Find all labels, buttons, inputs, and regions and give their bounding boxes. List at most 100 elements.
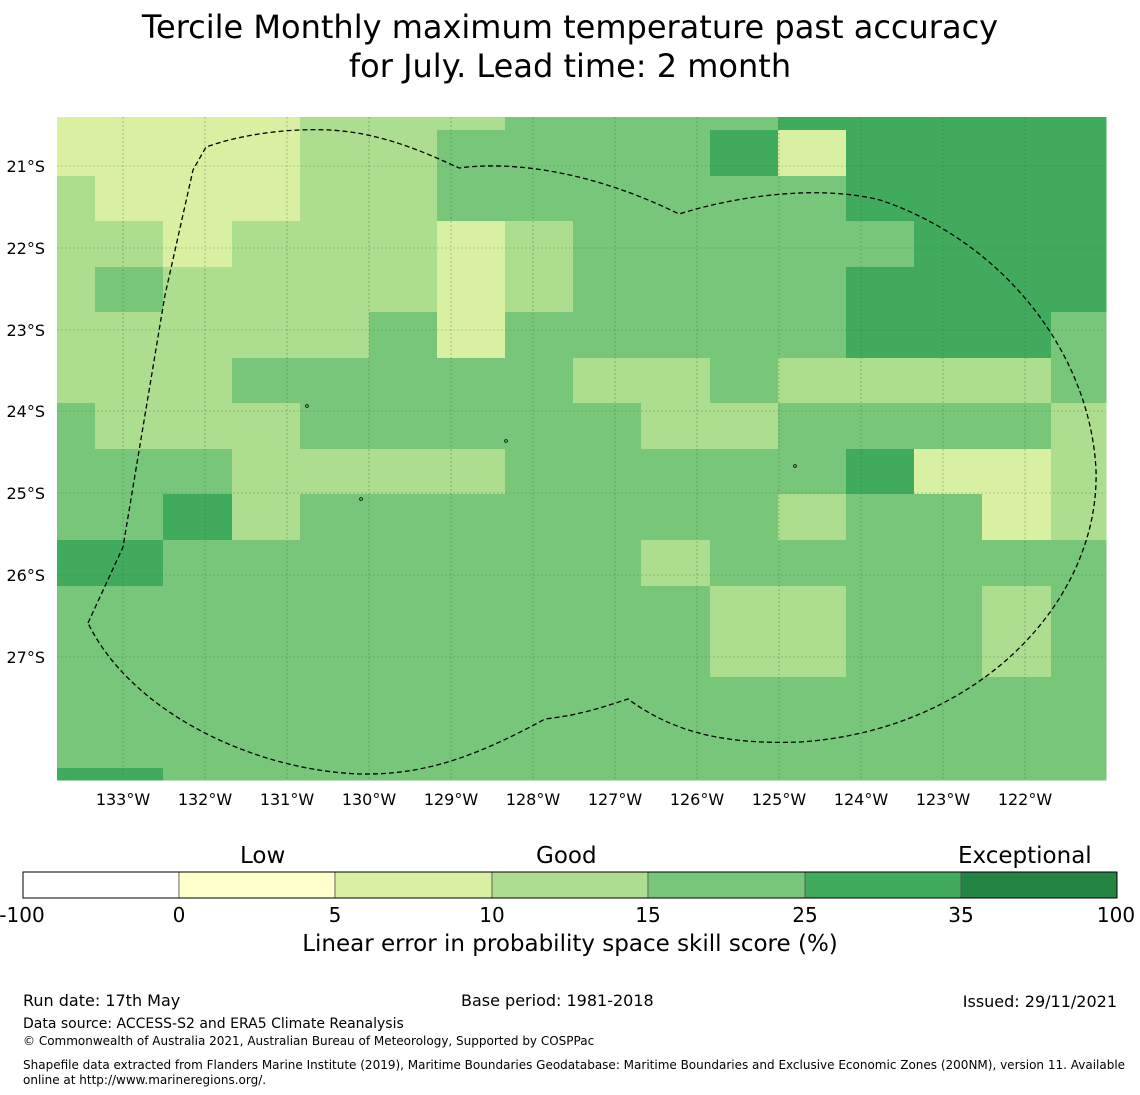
grid-cell [95, 540, 164, 587]
map-title-line-1: Tercile Monthly maximum temperature past… [141, 8, 999, 46]
grid-cell [300, 117, 370, 131]
grid-cell [778, 449, 847, 495]
grid-cell [437, 221, 506, 268]
colorbar-tick: 15 [635, 903, 661, 927]
graticule [57, 117, 1106, 780]
grid-cell [369, 586, 438, 632]
grid-cell [57, 267, 96, 313]
grid-cell [232, 221, 301, 268]
grid-cell [982, 768, 1052, 781]
grid-cell [710, 117, 779, 131]
grid-cell [1051, 631, 1107, 678]
grid-cell [369, 403, 438, 450]
longitude-label: 130°W [342, 790, 397, 809]
colorbar-segment [22, 871, 180, 899]
grid-cell [57, 403, 96, 450]
grid-cell [57, 358, 96, 404]
grid-cell [437, 117, 506, 131]
grid-cell [1051, 403, 1107, 450]
copyright-notice: © Commonwealth of Australia 2021, Austra… [23, 1034, 595, 1048]
grid-cell [232, 403, 301, 450]
grid-cell [573, 768, 642, 781]
grid-cell [300, 586, 370, 632]
grid-cell [95, 312, 164, 359]
longitude-label: 129°W [424, 790, 479, 809]
grid-cell [505, 267, 574, 313]
grid-cell [300, 631, 370, 678]
grid-cell [232, 312, 301, 359]
island-marker [305, 404, 309, 408]
grid-cell [982, 586, 1052, 632]
grid-cell [778, 631, 847, 678]
grid-cell [57, 677, 96, 723]
grid-cell [300, 494, 370, 541]
grid-cell [641, 722, 711, 769]
grid-cell [846, 403, 915, 450]
grid-cell [57, 540, 96, 587]
grid-cell [1051, 176, 1107, 222]
grid-cell [982, 631, 1052, 678]
grid-cell [505, 221, 574, 268]
grid-cell [778, 312, 847, 359]
latitude-label: 27°S [6, 648, 45, 667]
island-marker [793, 464, 797, 468]
grid-cell [505, 117, 574, 131]
grid-cell [982, 403, 1052, 450]
grid-cell [437, 540, 506, 587]
longitude-label: 125°W [752, 790, 807, 809]
grid-cell [369, 130, 438, 177]
issued-date: Issued: 29/11/2021 [962, 992, 1117, 1011]
grid-cell [641, 358, 711, 404]
grid-cell [982, 221, 1052, 268]
grid-cell [778, 768, 847, 781]
colorbar-tick: 0 [172, 903, 186, 927]
grid-cell [778, 403, 847, 450]
grid-cell [505, 586, 574, 632]
grid-cell [95, 267, 164, 313]
grid-cell [982, 540, 1052, 587]
grid-cell [982, 312, 1052, 359]
grid-cell [1051, 267, 1107, 313]
colorbar-tick: 10 [479, 903, 505, 927]
grid-cell [163, 221, 233, 268]
colorbar-segment [804, 871, 962, 899]
grid-cell [982, 358, 1052, 404]
grid-cell [232, 768, 301, 781]
grid-cell [163, 312, 233, 359]
longitude-label: 122°W [998, 790, 1053, 809]
longitude-label: 126°W [670, 790, 725, 809]
latitude-label: 26°S [6, 566, 45, 585]
colorbar-tier-exceptional: Exceptional [958, 843, 1092, 869]
grid-cell [573, 586, 642, 632]
grid-cell [437, 722, 506, 769]
grid-cell [641, 540, 711, 587]
grid-cell [573, 176, 642, 222]
grid-cell [914, 449, 983, 495]
grid-cell [710, 267, 779, 313]
grid-cell [437, 176, 506, 222]
grid-cell [846, 494, 915, 541]
grid-cell [573, 312, 642, 359]
colorbar-segment [647, 871, 806, 899]
colorbar-outline [22, 871, 1118, 899]
grid-cell [641, 586, 711, 632]
grid-cell [163, 449, 233, 495]
grid-cell [232, 176, 301, 222]
grid-cell [505, 449, 574, 495]
grid-cell [505, 494, 574, 541]
base-period: Base period: 1981-2018 [461, 991, 654, 1010]
grid-cell [1051, 722, 1107, 769]
grid-cell [163, 358, 233, 404]
grid-cell [57, 176, 96, 222]
grid-cell [300, 677, 370, 723]
grid-cell [505, 768, 574, 781]
map-title-line-2: for July. Lead time: 2 month [348, 47, 792, 85]
grid-cell [437, 267, 506, 313]
grid-cell [300, 449, 370, 495]
grid-cell [710, 586, 779, 632]
grid-cell [573, 494, 642, 541]
grid-cell [369, 221, 438, 268]
grid-cell [163, 631, 233, 678]
grid-cell [57, 768, 96, 781]
grid-cell [505, 403, 574, 450]
